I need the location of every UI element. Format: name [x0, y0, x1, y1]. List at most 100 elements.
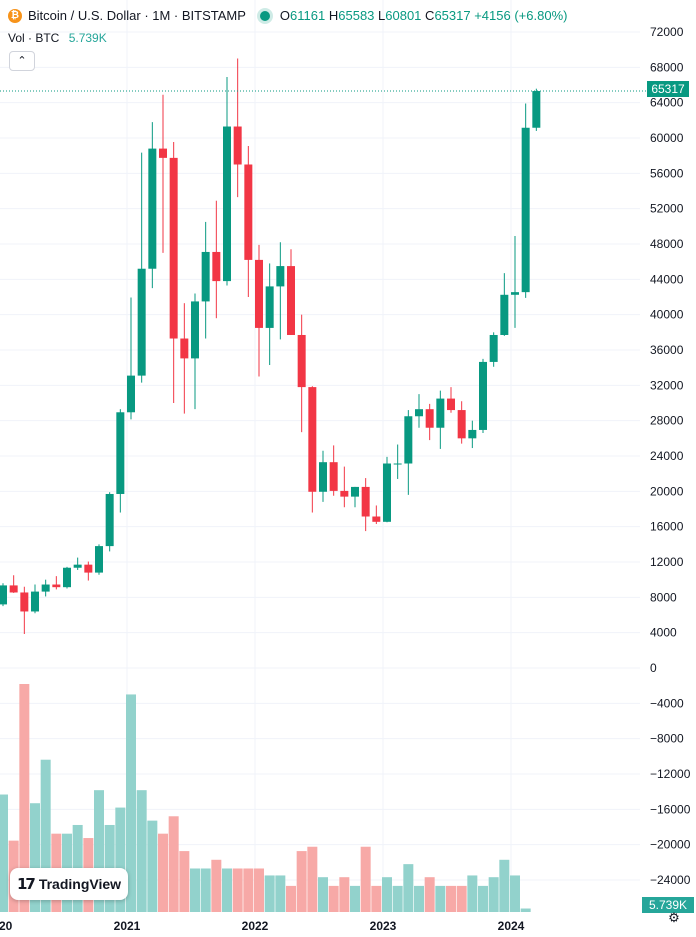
price-axis[interactable]: 72000 68000 64000 60000 56000 52000 48000 44000… — [650, 25, 691, 887]
candle-body — [84, 564, 93, 573]
candle-body — [468, 429, 477, 439]
volume-bar — [115, 807, 126, 912]
price-tick-label: 44000 — [650, 272, 684, 286]
volume-bar — [435, 885, 446, 912]
price-tick-label: 68000 — [650, 60, 684, 74]
price-tick-label: 36000 — [650, 343, 684, 357]
price-tick-label: 12000 — [650, 555, 684, 569]
candle-body — [276, 266, 285, 287]
price-tick-label: 32000 — [650, 378, 684, 392]
volume-bar — [307, 846, 318, 912]
volume-bar — [179, 851, 190, 912]
last-price-tag: 65317 — [647, 81, 689, 97]
price-tick-label: 24000 — [650, 449, 684, 463]
price-tick-label: 0 — [650, 661, 657, 675]
volume-legend[interactable]: Vol · BTC 5.739K — [8, 31, 107, 45]
bitcoin-icon: ₿ — [8, 8, 22, 23]
price-tick-label: −20000 — [650, 838, 691, 852]
candle-body — [521, 127, 530, 293]
volume-value: 5.739K — [68, 31, 107, 45]
volume-label: Vol · BTC — [8, 31, 60, 45]
price-tick-label: 52000 — [650, 202, 684, 216]
price-tick-label: 48000 — [650, 237, 684, 251]
candle-body — [319, 462, 327, 492]
candle-body — [191, 301, 199, 359]
candle-body — [169, 157, 178, 339]
candle-body — [404, 416, 413, 464]
volume-bar — [254, 868, 264, 912]
volume-bar — [360, 846, 371, 912]
chart-grid — [0, 0, 640, 912]
tradingview-logo[interactable]: 𝟭𝟳 TradingView — [10, 868, 128, 900]
tradingview-logo-icon: 𝟭𝟳 — [16, 876, 36, 893]
price-tick-label: 56000 — [650, 166, 684, 180]
time-tick-label: 2021 — [114, 919, 141, 933]
gear-icon[interactable]: ⚙ — [668, 910, 680, 925]
symbol-title[interactable]: Bitcoin / U.S. Dollar · 1M · BITSTAMP — [28, 8, 246, 23]
volume-bar — [0, 794, 8, 912]
volume-bar — [520, 908, 531, 912]
candle-body — [9, 585, 18, 593]
price-change: +4156 (+6.80%) — [474, 8, 568, 23]
candle-body — [383, 463, 391, 522]
volume-bar — [339, 877, 350, 912]
volume-bar — [499, 859, 510, 912]
candle-body — [393, 463, 402, 465]
candle-body — [436, 398, 445, 428]
candle-body — [73, 564, 82, 568]
price-tick-label: 64000 — [650, 96, 684, 110]
volume-bar — [200, 868, 211, 912]
volume-bar — [94, 790, 104, 912]
volume-bar — [414, 885, 424, 912]
volume-bar — [424, 877, 435, 912]
volume-bar — [403, 864, 414, 912]
candle-body — [265, 286, 274, 328]
volume-bar — [136, 790, 147, 912]
volume-bar — [222, 868, 232, 912]
candle-body — [20, 592, 29, 612]
candle-body — [105, 493, 114, 547]
volume-bar — [318, 877, 328, 912]
price-tick-label: −8000 — [650, 732, 684, 746]
volume-bar — [147, 820, 158, 912]
volume-bar — [211, 859, 222, 912]
price-tick-label: 16000 — [650, 520, 684, 534]
candle-body — [500, 294, 509, 335]
candle-body — [116, 412, 125, 494]
volume-bar — [264, 875, 275, 912]
volume-bar — [190, 868, 200, 912]
candle-body — [372, 516, 381, 522]
candle-body — [457, 410, 466, 439]
price-candles — [0, 58, 541, 634]
candle-body — [41, 584, 50, 592]
volume-bar — [126, 694, 136, 912]
volume-bar — [382, 877, 392, 912]
candle-body — [297, 334, 306, 388]
volume-bar — [286, 885, 296, 912]
symbol-legend[interactable]: ₿ Bitcoin / U.S. Dollar · 1M · BITSTAMP … — [8, 8, 567, 23]
volume-bar — [456, 885, 467, 912]
candle-body — [127, 375, 135, 413]
volume-bar — [275, 875, 286, 912]
volume-bar — [40, 759, 51, 912]
candle-body — [329, 462, 338, 491]
candle-body — [489, 334, 498, 362]
volume-bar — [392, 885, 403, 912]
price-tick-label: 72000 — [650, 25, 684, 39]
volume-tag: 5.739K — [642, 897, 694, 913]
price-tick-label: 20000 — [650, 484, 684, 498]
candle-body — [351, 486, 359, 497]
volume-bar — [243, 868, 254, 912]
candle-body — [447, 398, 455, 411]
ohlc-values: O61161 H65583 L60801 C65317 +4156 (+6.80… — [279, 8, 568, 23]
candle-body — [180, 338, 189, 359]
price-tick-label: 60000 — [650, 131, 684, 145]
candle-body — [233, 126, 242, 165]
candle-body — [479, 361, 487, 430]
candle-body — [201, 251, 210, 302]
time-tick-label: 2024 — [498, 919, 525, 933]
volume-bar — [168, 816, 179, 912]
collapse-legend-button[interactable]: ⌃ — [9, 51, 35, 71]
